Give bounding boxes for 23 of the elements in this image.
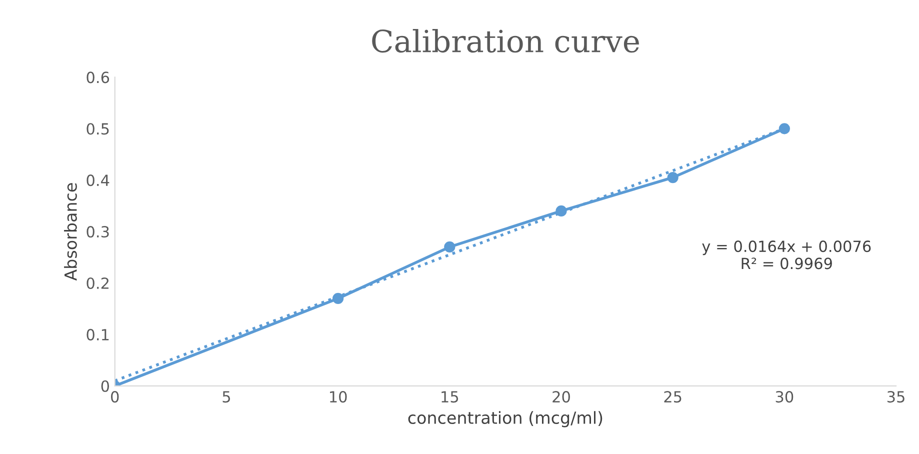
annotation: y = 0.0164x + 0.0076 R² = 0.9969 [702, 240, 871, 270]
point [667, 172, 678, 184]
y-tick-label: 0.4 [86, 174, 110, 186]
x-tick-label: 0 [111, 391, 119, 403]
point [778, 123, 790, 134]
y-axis-title: Absorbance [64, 183, 77, 281]
chart-title: Calibration curve [372, 28, 639, 53]
y-tick-label: 0.6 [86, 72, 110, 84]
y-tick-label: 0.1 [86, 328, 109, 340]
x-tick-label: 35 [887, 391, 904, 403]
x-tick-label: 25 [664, 391, 682, 403]
y-tick-label: 0.5 [86, 123, 109, 135]
y-tick-label: 0.2 [86, 277, 108, 290]
y-tick-label: 0 [101, 380, 109, 392]
x-tick-label: 15 [442, 391, 458, 403]
x-tick-label: 20 [552, 391, 570, 403]
x-tick-label: 30 [776, 391, 794, 403]
x-tick-label: 10 [330, 391, 347, 403]
point [332, 292, 344, 304]
x-axis-title: concentration (mcg/ml) [408, 411, 602, 428]
point [444, 241, 456, 253]
x-tick-label: 5 [222, 391, 230, 403]
y-tick-label: 0.3 [86, 226, 109, 238]
